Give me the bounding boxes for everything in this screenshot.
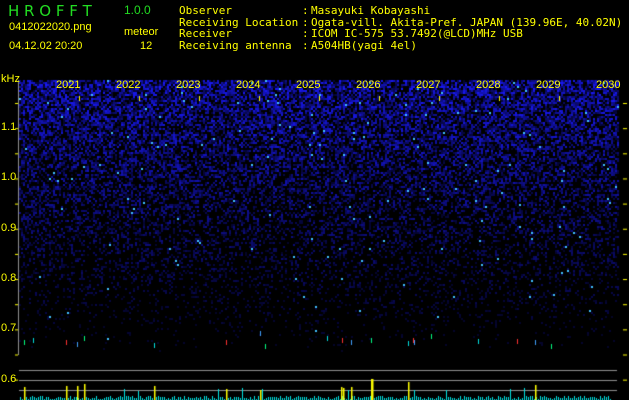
time-label: 2030	[596, 79, 621, 91]
time-label: 2029	[536, 79, 561, 91]
info-value: ICOM IC-575 53.7492(@LCD)MHz USB	[311, 27, 523, 40]
time-label: 2026	[356, 79, 381, 91]
info-label: Receiver	[179, 27, 232, 40]
time-label: 2024	[236, 79, 261, 91]
file-datetime: 04.12.02 20:20	[9, 40, 83, 52]
freq-label: 0.8	[1, 271, 17, 284]
meteor-count: 12	[140, 40, 153, 52]
info-colon: :	[302, 27, 309, 40]
app-version: 1.0.0	[124, 3, 151, 17]
info-label: Observer	[179, 4, 232, 17]
time-label: 2022	[116, 79, 141, 91]
info-value: Ogata-vill. Akita-Pref. JAPAN (139.96E, …	[311, 15, 623, 29]
time-label: 2021	[56, 79, 81, 91]
info-colon: :	[302, 38, 309, 52]
info-value: A504HB(yagi 4el)	[311, 38, 417, 52]
freq-label: 0.9	[1, 221, 17, 234]
freq-label: 0.7	[1, 322, 17, 335]
info-label: Receiving Location	[179, 15, 299, 29]
time-label: 2025	[296, 79, 321, 91]
info-label: Receiving antenna	[179, 38, 292, 52]
app-title: H R O F F T	[8, 2, 92, 20]
time-label: 2027	[416, 79, 441, 91]
freq-label: 1.0	[1, 171, 17, 184]
info-colon: :	[302, 4, 309, 17]
file-name: 0412022020.png	[9, 21, 92, 33]
unit-label: kHz	[1, 73, 20, 85]
time-label: 2028	[476, 79, 501, 91]
meteor-label: meteor	[124, 26, 159, 38]
time-label: 2023	[176, 79, 201, 91]
freq-label: 1.1	[1, 121, 17, 133]
info-value: Masayuki Kobayashi	[311, 4, 431, 17]
info-colon: :	[302, 15, 309, 29]
freq-label: 0.6	[1, 372, 17, 385]
